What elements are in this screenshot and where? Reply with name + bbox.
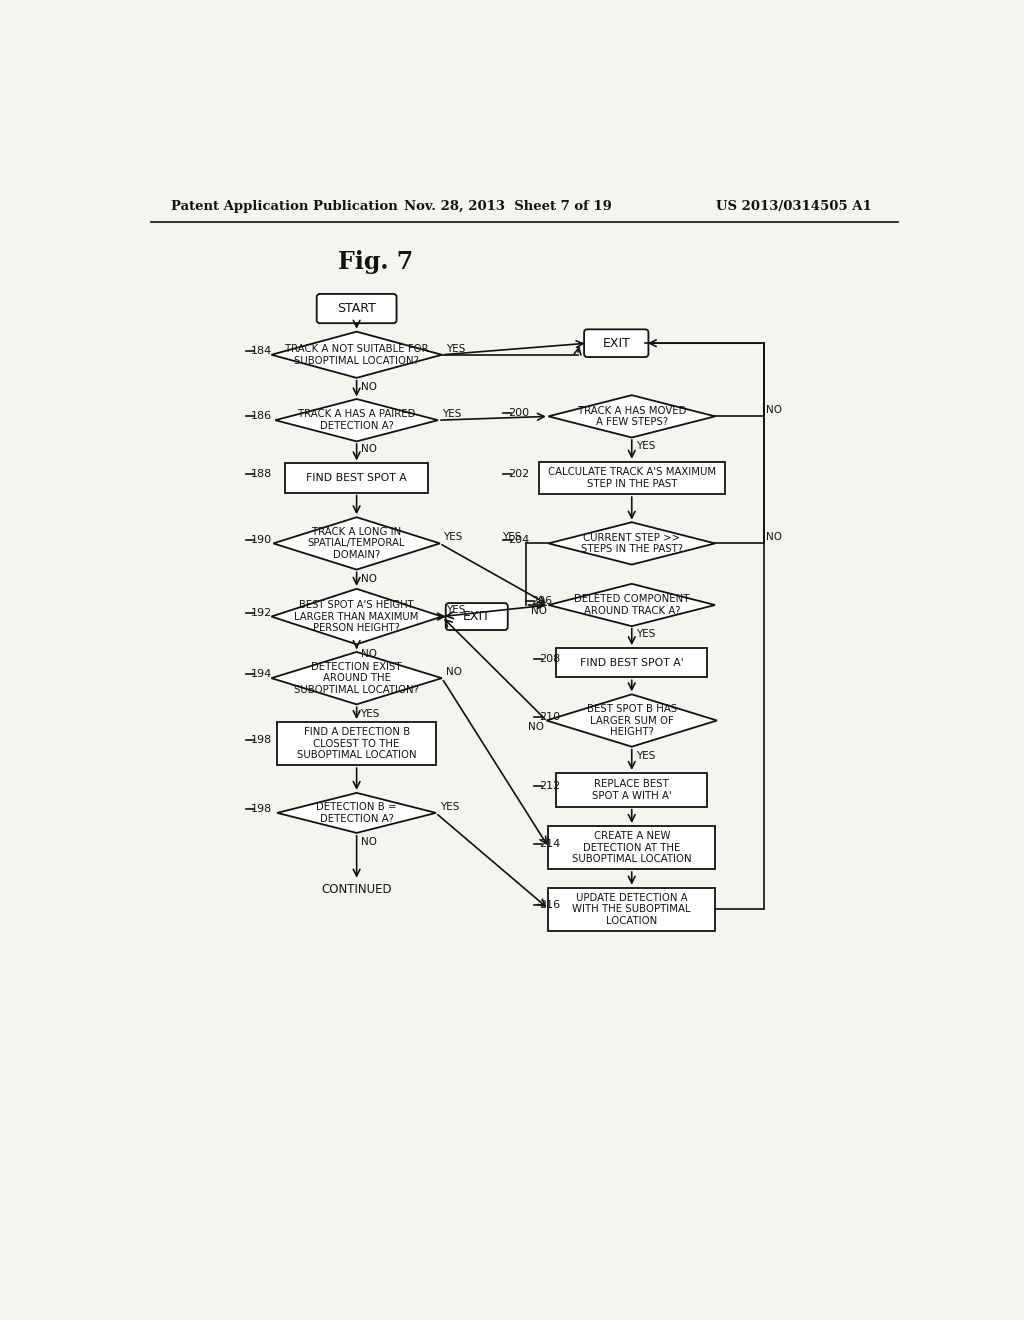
Bar — [539, 462, 725, 494]
Text: Fig. 7: Fig. 7 — [338, 251, 414, 275]
Text: 184: 184 — [251, 346, 271, 356]
Text: REPLACE BEST
SPOT A WITH A': REPLACE BEST SPOT A WITH A' — [592, 779, 672, 801]
Text: NO: NO — [766, 405, 782, 416]
Text: 206: 206 — [531, 597, 552, 606]
Text: YES: YES — [503, 532, 521, 543]
Text: DETECTION EXIST
AROUND THE
SUBOPTIMAL LOCATION?: DETECTION EXIST AROUND THE SUBOPTIMAL LO… — [294, 661, 419, 694]
Text: 198: 198 — [251, 804, 271, 814]
Text: DELETED COMPONENT
AROUND TRACK A?: DELETED COMPONENT AROUND TRACK A? — [574, 594, 689, 616]
Polygon shape — [549, 523, 715, 565]
Bar — [278, 722, 436, 766]
Text: YES: YES — [360, 709, 380, 718]
Text: CONTINUED: CONTINUED — [322, 883, 392, 896]
Polygon shape — [278, 793, 436, 833]
Text: TRACK A HAS MOVED
A FEW STEPS?: TRACK A HAS MOVED A FEW STEPS? — [578, 405, 686, 428]
Text: START: START — [337, 302, 376, 315]
Text: DETECTION B =
DETECTION A?: DETECTION B = DETECTION A? — [316, 803, 397, 824]
Text: EXIT: EXIT — [602, 337, 630, 350]
Bar — [556, 774, 708, 807]
Polygon shape — [547, 694, 717, 747]
Text: YES: YES — [439, 801, 459, 812]
Text: YES: YES — [445, 606, 465, 615]
Text: FIND BEST SPOT A: FIND BEST SPOT A — [306, 473, 407, 483]
Text: 216: 216 — [539, 900, 560, 911]
Text: YES: YES — [445, 343, 465, 354]
Text: 214: 214 — [539, 838, 560, 849]
Text: 204: 204 — [508, 535, 529, 545]
Text: UPDATE DETECTION A
WITH THE SUBOPTIMAL
LOCATION: UPDATE DETECTION A WITH THE SUBOPTIMAL L… — [572, 892, 691, 925]
Text: EXIT: EXIT — [463, 610, 490, 623]
Text: 186: 186 — [251, 412, 271, 421]
Text: 202: 202 — [508, 469, 529, 479]
Polygon shape — [271, 589, 442, 644]
Text: BEST SPOT B HAS
LARGER SUM OF
HEIGHT?: BEST SPOT B HAS LARGER SUM OF HEIGHT? — [587, 704, 677, 737]
Text: CALCULATE TRACK A'S MAXIMUM
STEP IN THE PAST: CALCULATE TRACK A'S MAXIMUM STEP IN THE … — [548, 467, 716, 488]
Text: TRACK A HAS A PAIRED
DETECTION A?: TRACK A HAS A PAIRED DETECTION A? — [298, 409, 416, 432]
Text: NO: NO — [528, 722, 544, 731]
Text: YES: YES — [636, 630, 655, 639]
Polygon shape — [271, 331, 442, 378]
Bar — [549, 826, 715, 869]
Text: US 2013/0314505 A1: US 2013/0314505 A1 — [716, 199, 872, 213]
Polygon shape — [271, 652, 442, 705]
Text: 208: 208 — [539, 653, 560, 664]
Bar — [549, 887, 715, 931]
Text: FIND A DETECTION B
CLOSEST TO THE
SUBOPTIMAL LOCATION: FIND A DETECTION B CLOSEST TO THE SUBOPT… — [297, 727, 417, 760]
Text: 194: 194 — [251, 669, 271, 680]
Bar — [285, 463, 428, 492]
Text: FIND BEST SPOT A': FIND BEST SPOT A' — [580, 657, 684, 668]
Text: Patent Application Publication: Patent Application Publication — [171, 199, 397, 213]
Text: YES: YES — [442, 409, 461, 418]
FancyBboxPatch shape — [316, 294, 396, 323]
Text: BEST SPOT A'S HEIGHT
LARGER THAN MAXIMUM
PERSON HEIGHT?: BEST SPOT A'S HEIGHT LARGER THAN MAXIMUM… — [295, 601, 419, 634]
Text: NO: NO — [360, 837, 377, 847]
Text: NO: NO — [360, 648, 377, 659]
Text: 190: 190 — [251, 535, 271, 545]
FancyBboxPatch shape — [584, 330, 648, 358]
Text: NO: NO — [360, 574, 377, 583]
Text: NO: NO — [360, 445, 377, 454]
Text: 210: 210 — [539, 711, 560, 722]
Text: TRACK A NOT SUITABLE FOR
SUBOPTIMAL LOCATION?: TRACK A NOT SUITABLE FOR SUBOPTIMAL LOCA… — [285, 345, 428, 366]
Text: Nov. 28, 2013  Sheet 7 of 19: Nov. 28, 2013 Sheet 7 of 19 — [403, 199, 611, 213]
Text: CURRENT STEP >>
STEPS IN THE PAST?: CURRENT STEP >> STEPS IN THE PAST? — [581, 532, 683, 554]
Text: NO: NO — [530, 606, 547, 616]
Polygon shape — [549, 583, 715, 626]
Text: TRACK A LONG IN
SPATIAL/TEMPORAL
DOMAIN?: TRACK A LONG IN SPATIAL/TEMPORAL DOMAIN? — [308, 527, 406, 560]
FancyBboxPatch shape — [445, 603, 508, 630]
Text: YES: YES — [443, 532, 463, 543]
Text: 192: 192 — [251, 607, 271, 618]
Text: NO: NO — [445, 667, 462, 677]
Text: CREATE A NEW
DETECTION AT THE
SUBOPTIMAL LOCATION: CREATE A NEW DETECTION AT THE SUBOPTIMAL… — [572, 832, 691, 865]
Polygon shape — [549, 395, 715, 437]
Text: 212: 212 — [539, 781, 560, 791]
Text: NO: NO — [766, 532, 782, 543]
Polygon shape — [273, 517, 440, 570]
Text: 198: 198 — [251, 735, 271, 744]
Polygon shape — [275, 399, 438, 441]
Text: NO: NO — [360, 381, 377, 392]
Bar — [556, 648, 708, 677]
Text: YES: YES — [636, 441, 655, 450]
Text: 200: 200 — [508, 408, 528, 417]
Text: YES: YES — [636, 751, 655, 760]
Text: 188: 188 — [251, 469, 271, 479]
